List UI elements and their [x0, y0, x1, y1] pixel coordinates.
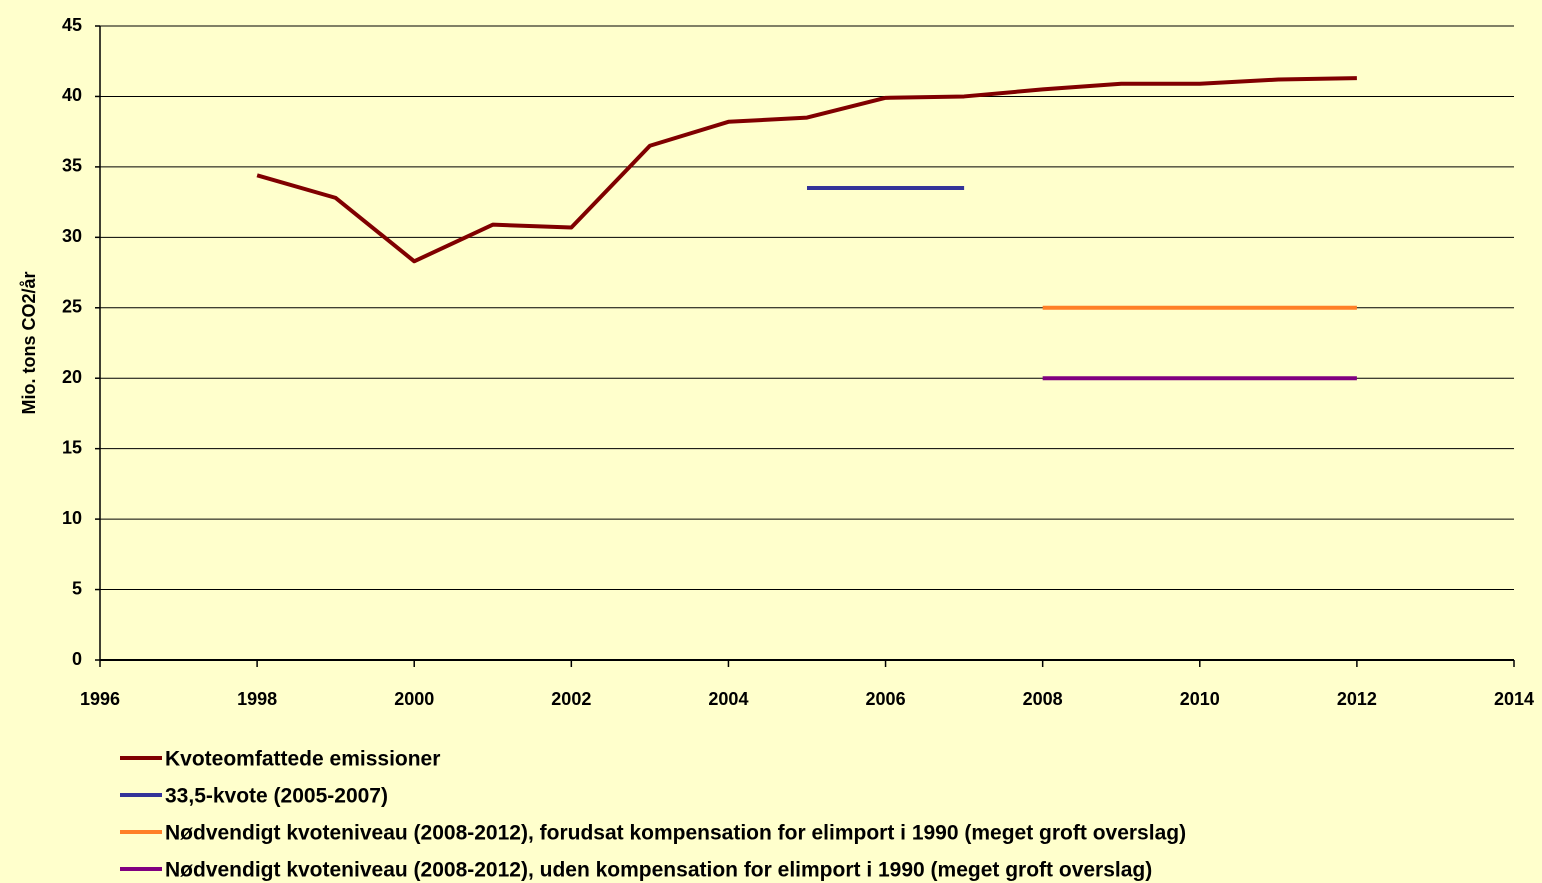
- x-tick-label: 2012: [1337, 689, 1377, 709]
- x-tick-label: 2004: [708, 689, 748, 709]
- x-tick-label: 2008: [1023, 689, 1063, 709]
- x-tick-label: 1996: [80, 689, 120, 709]
- x-tick-label: 2006: [866, 689, 906, 709]
- y-tick-label: 40: [62, 85, 82, 105]
- legend-label: Kvoteomfattede emissioner: [165, 748, 440, 771]
- x-tick-label: 2014: [1494, 689, 1534, 709]
- legend-label: 33,5-kvote (2005-2007): [165, 785, 388, 808]
- y-tick-label: 5: [72, 578, 82, 598]
- y-axis-label: Mio. tons CO2/år: [19, 271, 39, 414]
- legend-label: Nødvendigt kvoteniveau (2008-2012), uden…: [165, 859, 1152, 882]
- y-tick-label: 10: [62, 508, 82, 528]
- y-tick-label: 45: [62, 15, 82, 35]
- series-line: [256, 76, 1357, 264]
- x-tick-label: 2010: [1180, 689, 1220, 709]
- y-tick-label: 20: [62, 367, 82, 387]
- x-tick-label: 1998: [237, 689, 277, 709]
- y-tick-label: 15: [62, 437, 82, 457]
- y-tick-label: 35: [62, 156, 82, 176]
- legend-label: Nødvendigt kvoteniveau (2008-2012), foru…: [165, 822, 1186, 845]
- y-tick-label: 0: [72, 649, 82, 669]
- y-tick-label: 30: [62, 226, 82, 246]
- x-tick-label: 2002: [551, 689, 591, 709]
- y-tick-label: 25: [62, 297, 82, 317]
- x-tick-label: 2000: [394, 689, 434, 709]
